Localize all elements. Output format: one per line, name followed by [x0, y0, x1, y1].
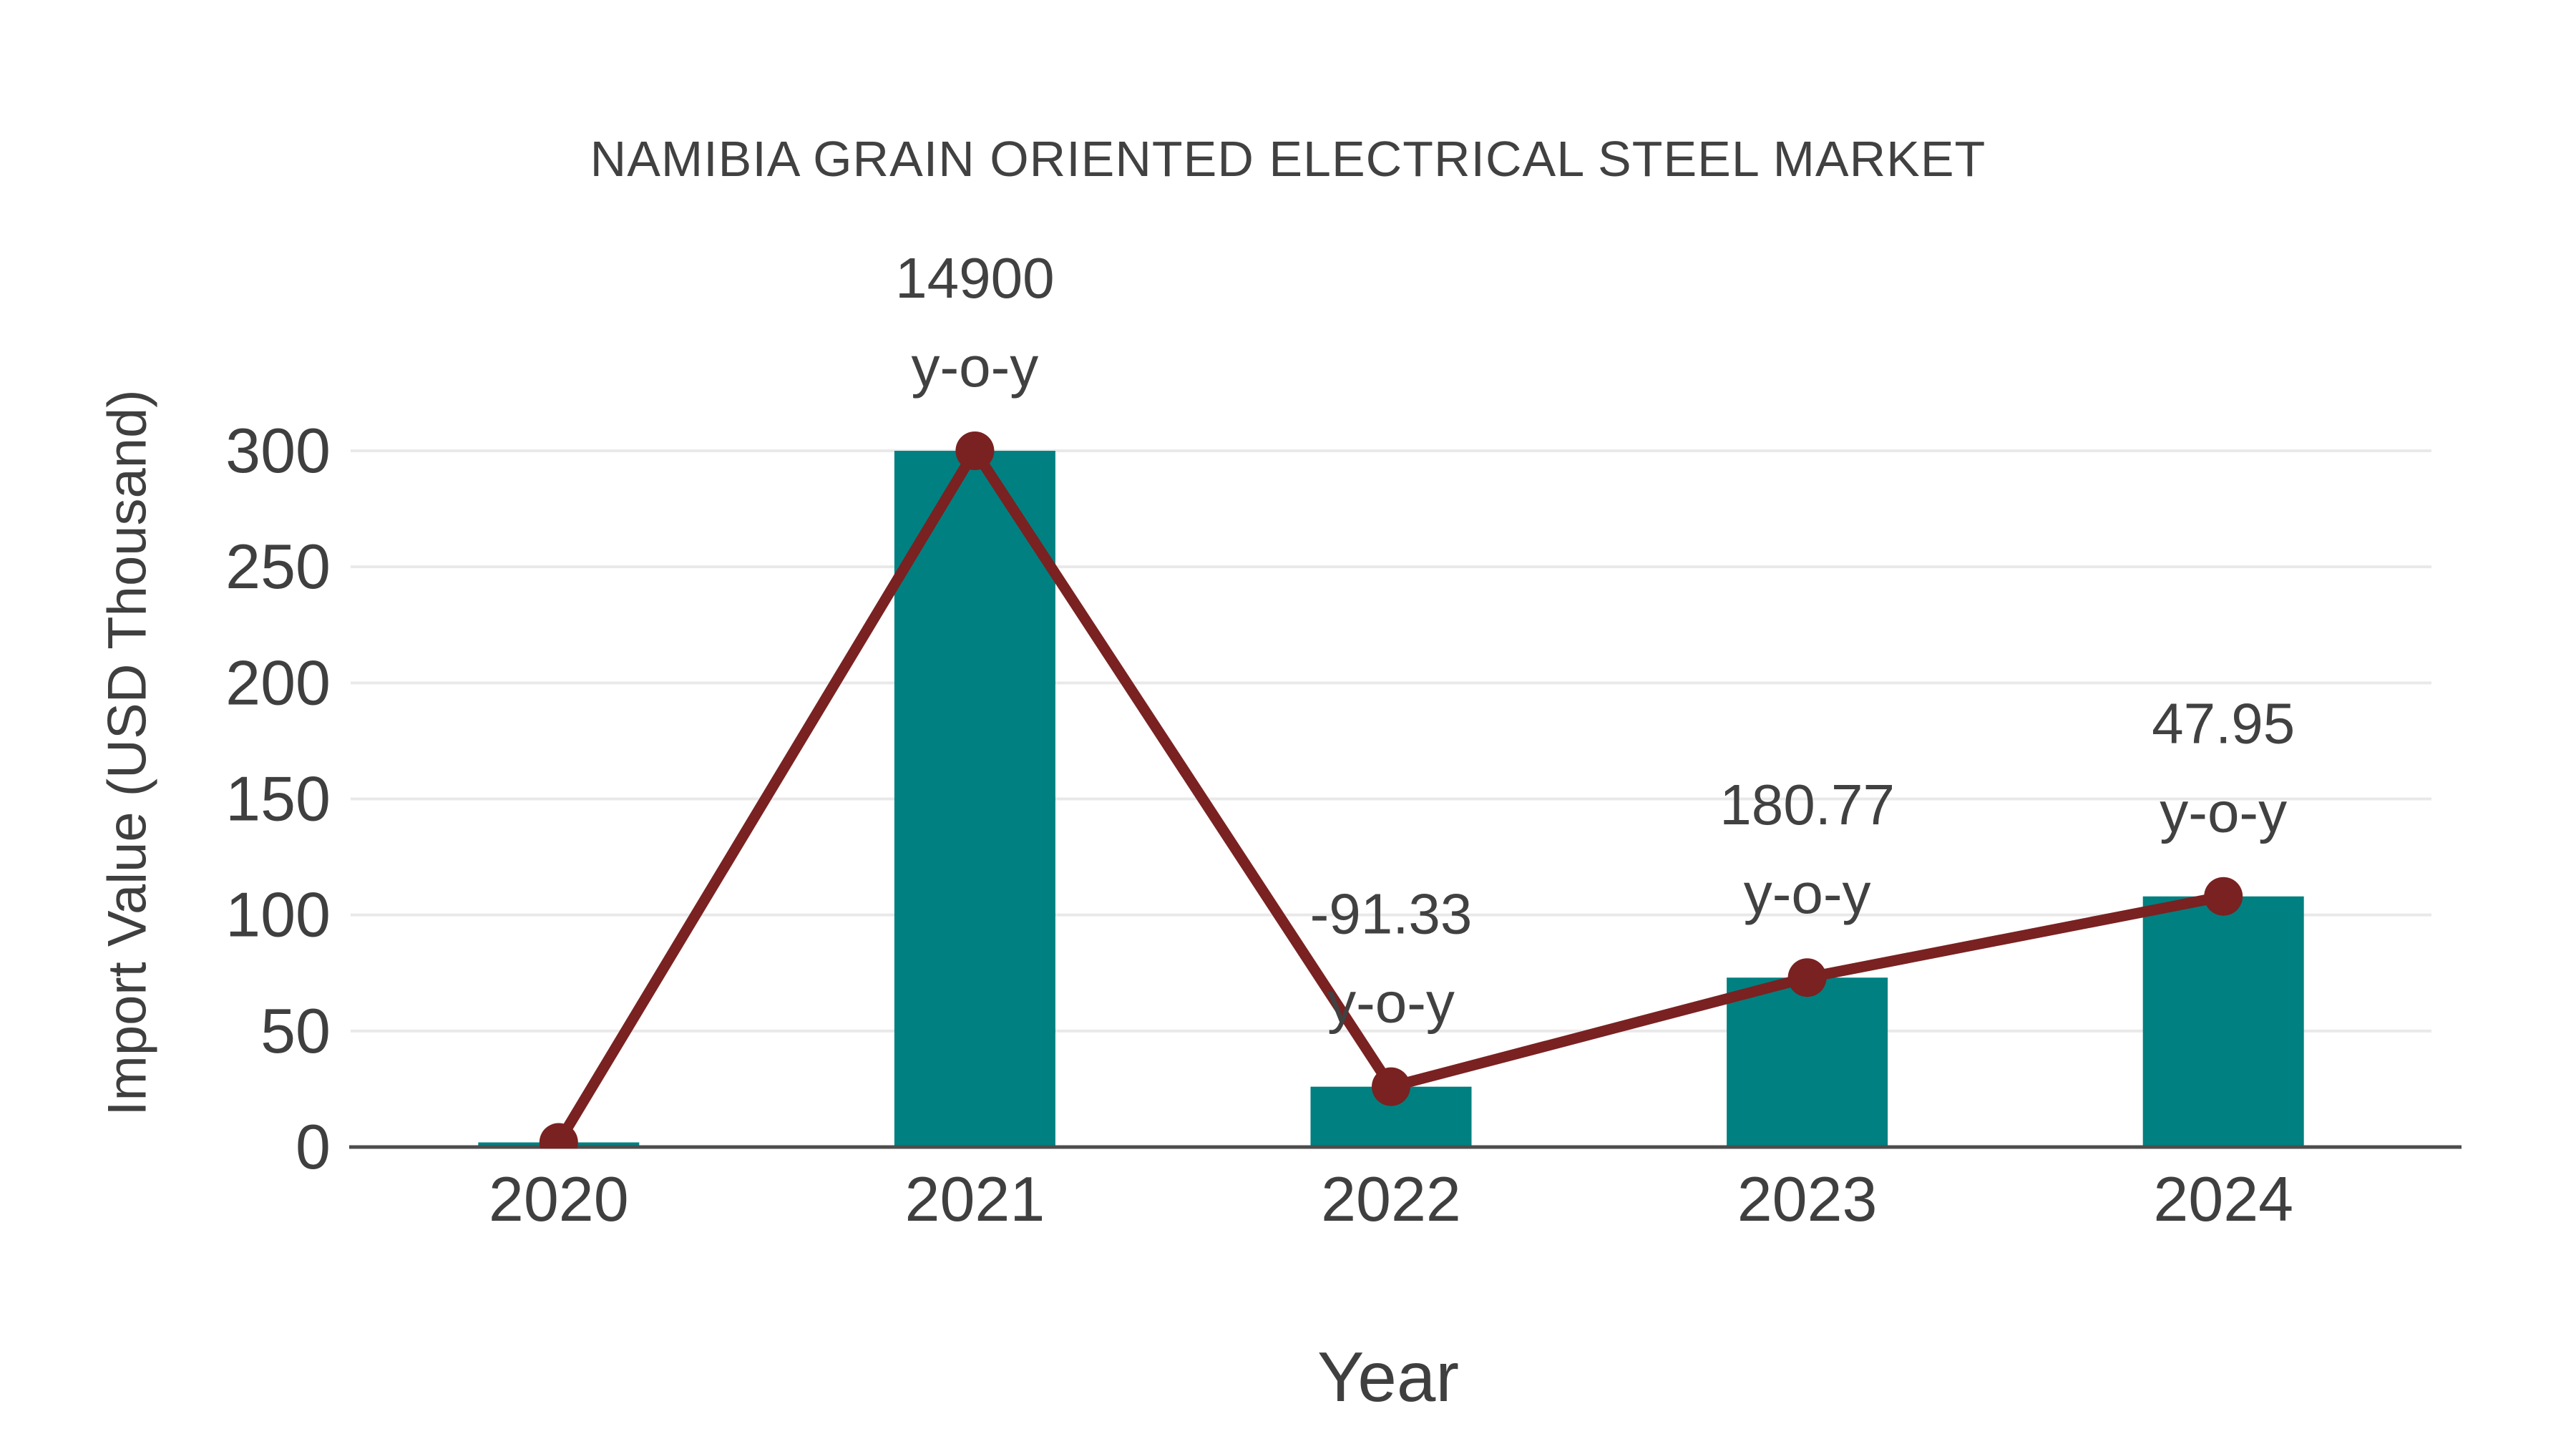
y-tick-label: 150 [225, 763, 331, 834]
annotation-yoy-2024: y-o-y [2160, 781, 2287, 844]
y-axis-title: Import Value (USD Thousand) [97, 389, 158, 1116]
annotation-value-2023: 180.77 [1719, 773, 1895, 836]
chart-title: NAMIBIA GRAIN ORIENTED ELECTRICAL STEEL … [590, 131, 1986, 187]
x-tick-label: 2022 [1321, 1163, 1461, 1234]
bar-2024[interactable] [2142, 896, 2304, 1147]
marker-2021[interactable] [955, 431, 995, 470]
x-axis-title: Year [1317, 1337, 1460, 1416]
x-tick-label: 2023 [1737, 1163, 1878, 1234]
marker-2024[interactable] [2204, 877, 2243, 916]
annotation-value-2024: 47.95 [2152, 692, 2295, 756]
marker-2022[interactable] [1372, 1067, 1410, 1106]
annotation-value-2021: 14900 [895, 246, 1054, 310]
y-tick-label: 300 [225, 415, 331, 486]
x-tick-label: 2021 [905, 1163, 1045, 1234]
bar-2021[interactable] [894, 451, 1055, 1147]
marker-2023[interactable] [1787, 958, 1827, 997]
trend-line-group [539, 431, 2243, 1162]
x-tick-label: 2020 [489, 1163, 629, 1234]
y-tick-label: 250 [225, 531, 331, 602]
y-tick-label: 200 [225, 647, 331, 718]
y-tick-label: 50 [260, 995, 331, 1066]
bar-2023[interactable] [1727, 977, 1888, 1147]
trend-line [554, 440, 2225, 1146]
x-tick-label: 2024 [2153, 1163, 2293, 1234]
annotation-yoy-2021: y-o-y [912, 335, 1039, 399]
annotation-yoy-2022: y-o-y [1327, 971, 1455, 1035]
marker-2020[interactable] [539, 1123, 578, 1162]
y-tick-label: 100 [225, 879, 331, 950]
y-tick-label: 0 [296, 1111, 331, 1182]
annotation-value-2022: -91.33 [1310, 882, 1473, 946]
annotation-yoy-2023: y-o-y [1744, 862, 1871, 925]
